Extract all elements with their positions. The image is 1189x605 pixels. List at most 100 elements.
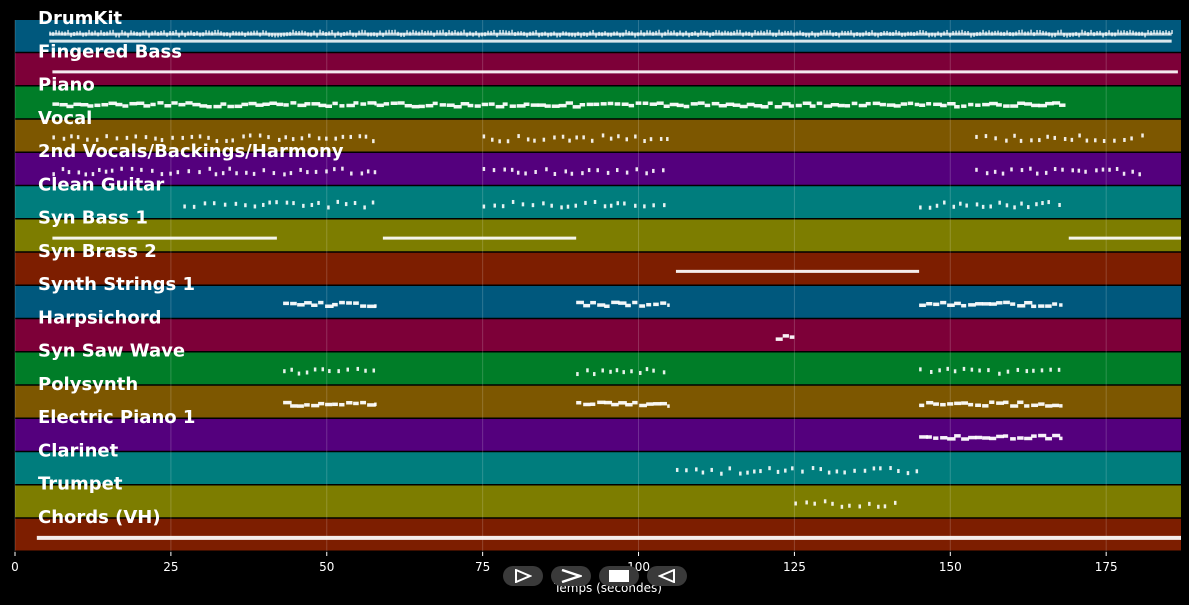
note xyxy=(829,30,831,35)
note xyxy=(314,169,318,174)
track-lane xyxy=(15,53,1181,85)
note xyxy=(157,101,164,105)
note xyxy=(631,31,633,36)
note xyxy=(1035,202,1038,207)
note xyxy=(1059,436,1063,441)
note xyxy=(482,204,486,209)
note xyxy=(769,30,771,35)
note xyxy=(190,30,192,35)
forward-button[interactable] xyxy=(551,566,591,586)
note xyxy=(178,33,180,38)
note xyxy=(844,104,851,108)
note xyxy=(325,402,333,407)
note xyxy=(341,134,345,139)
note xyxy=(211,31,213,36)
note xyxy=(848,503,851,508)
stop-button[interactable] xyxy=(599,566,639,586)
note xyxy=(223,202,227,207)
note xyxy=(52,135,55,140)
note xyxy=(545,167,548,172)
note xyxy=(193,32,195,37)
track-label: Syn Brass 2 xyxy=(38,241,157,262)
note xyxy=(1075,31,1077,36)
note xyxy=(760,30,762,35)
note xyxy=(802,101,812,106)
note xyxy=(64,31,66,36)
note xyxy=(1036,30,1038,35)
track-label: Harpsichord xyxy=(38,307,161,328)
note xyxy=(933,302,940,307)
track-lane xyxy=(15,286,1181,318)
note xyxy=(635,101,642,105)
note xyxy=(574,33,576,38)
note xyxy=(136,101,145,106)
note xyxy=(1060,29,1062,34)
note xyxy=(181,30,183,35)
note xyxy=(304,102,311,106)
note xyxy=(178,102,186,107)
note xyxy=(388,29,390,34)
note xyxy=(403,32,405,37)
note xyxy=(297,303,305,307)
note xyxy=(961,401,969,405)
note xyxy=(207,135,210,140)
note xyxy=(811,31,813,36)
note xyxy=(430,30,432,35)
note xyxy=(537,103,546,107)
note xyxy=(482,134,486,139)
note xyxy=(106,31,108,36)
note xyxy=(391,29,393,34)
note xyxy=(1078,33,1080,38)
note xyxy=(926,302,933,306)
note xyxy=(544,104,551,108)
note xyxy=(697,32,699,37)
back-button[interactable] xyxy=(647,566,687,586)
note xyxy=(532,31,534,36)
note xyxy=(122,104,129,108)
note xyxy=(339,300,345,305)
note xyxy=(751,33,753,38)
note xyxy=(926,435,932,439)
note xyxy=(688,33,690,38)
note xyxy=(321,367,325,372)
note xyxy=(922,30,924,35)
note xyxy=(774,105,783,109)
note xyxy=(572,105,581,109)
note xyxy=(652,203,655,208)
note xyxy=(1040,368,1044,373)
note xyxy=(1053,167,1057,172)
note xyxy=(1070,137,1074,142)
note xyxy=(879,102,886,107)
note xyxy=(868,31,870,36)
note xyxy=(933,436,939,440)
note xyxy=(915,469,919,474)
note xyxy=(623,201,626,206)
note xyxy=(982,302,991,306)
note xyxy=(952,204,956,209)
note xyxy=(1010,104,1019,108)
track-label: Electric Piano 1 xyxy=(38,407,195,428)
play-button[interactable] xyxy=(503,566,543,586)
note xyxy=(1013,133,1016,138)
note xyxy=(827,470,831,475)
note xyxy=(978,368,981,373)
note xyxy=(858,504,862,509)
note xyxy=(427,30,429,35)
note xyxy=(618,301,627,305)
note xyxy=(1052,433,1061,438)
note xyxy=(157,31,159,36)
note xyxy=(712,31,714,36)
note xyxy=(794,501,797,506)
note xyxy=(1024,31,1026,36)
note xyxy=(570,171,574,176)
note xyxy=(151,168,154,173)
note xyxy=(520,31,522,36)
note xyxy=(791,466,794,471)
note xyxy=(611,300,620,305)
note xyxy=(80,102,89,107)
note xyxy=(302,203,305,208)
note xyxy=(1033,32,1035,37)
note xyxy=(367,304,376,309)
note xyxy=(316,33,318,38)
note xyxy=(318,401,325,406)
